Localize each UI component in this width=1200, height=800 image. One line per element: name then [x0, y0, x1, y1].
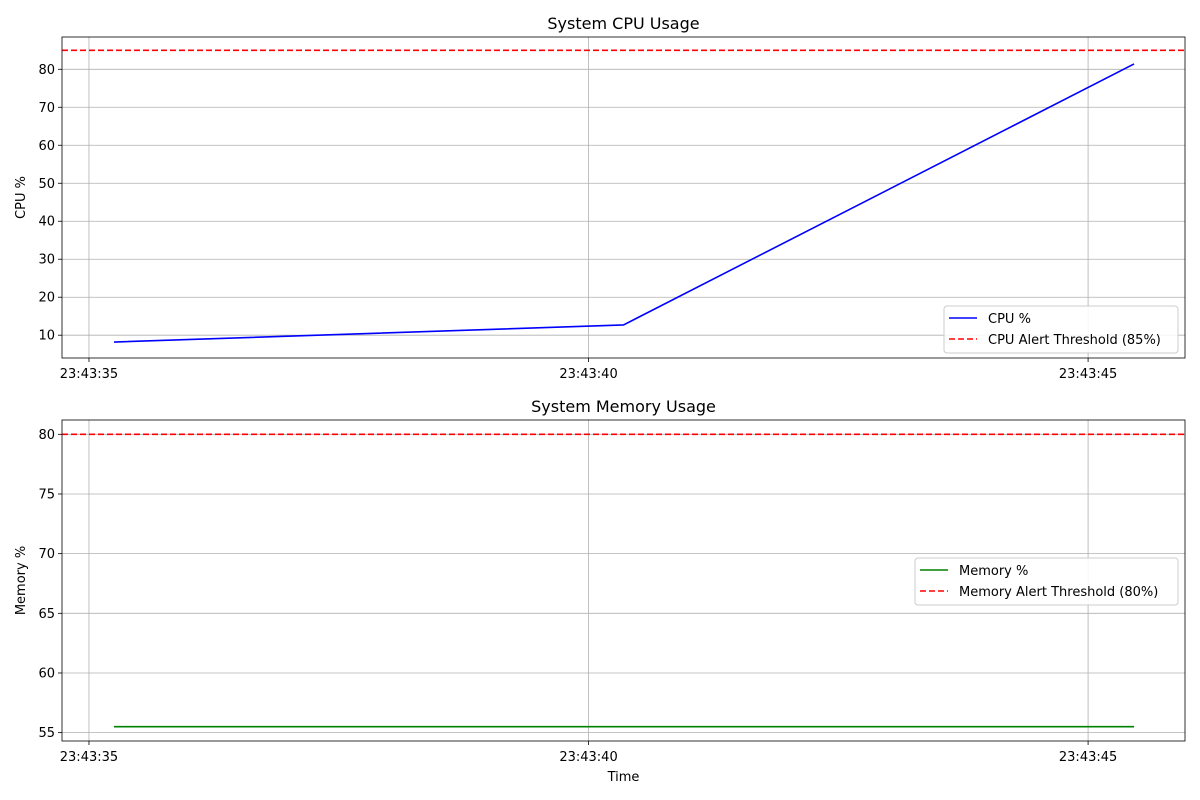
- x-tick-label: 23:43:40: [559, 750, 617, 765]
- y-axis-title: Memory %: [14, 546, 29, 615]
- y-tick-label: 50: [38, 177, 55, 192]
- y-tick-label: 40: [38, 215, 55, 230]
- legend: Memory % Memory Alert Threshold (80%): [914, 557, 1179, 606]
- legend-box: [943, 305, 1179, 354]
- legend-label: Memory Alert Threshold (80%): [959, 585, 1158, 600]
- y-tick-label: 65: [38, 607, 55, 622]
- x-axis-title: Time: [607, 770, 640, 785]
- x-tick-label: 23:43:35: [60, 367, 118, 382]
- legend-label: CPU %: [988, 312, 1031, 327]
- y-tick-label: 20: [38, 291, 55, 306]
- y-tick-label: 55: [38, 726, 55, 741]
- y-tick-label: 10: [38, 329, 55, 344]
- legend-box: [914, 557, 1179, 606]
- y-tick-label: 60: [38, 666, 55, 681]
- x-tick-label: 23:43:40: [559, 367, 617, 382]
- x-tick-label: 23:43:45: [1059, 367, 1117, 382]
- cpu-chart: 23:43:35 23:43:40 23:43:45 10 20 30 40 50 60 70 80…: [14, 14, 1186, 382]
- y-tick-label: 70: [38, 101, 55, 116]
- chart-title: System Memory Usage: [531, 397, 716, 416]
- y-tick-label: 80: [38, 428, 55, 443]
- x-tick-label: 23:43:35: [60, 750, 118, 765]
- legend-label: CPU Alert Threshold (85%): [988, 333, 1161, 348]
- y-tick-label: 80: [38, 63, 55, 78]
- plot-frame: [61, 36, 1186, 359]
- plot-frame: [61, 419, 1186, 742]
- y-tick-label: 75: [38, 487, 55, 502]
- legend-label: Memory %: [959, 564, 1028, 579]
- x-tick-label: 23:43:45: [1059, 750, 1117, 765]
- y-tick-label: 60: [38, 139, 55, 154]
- chart-title: System CPU Usage: [547, 14, 699, 33]
- y-tick-label: 30: [38, 253, 55, 268]
- y-tick-label: 70: [38, 547, 55, 562]
- memory-chart: 23:43:35 23:43:40 23:43:45 55 60 65 70 75 80 Syst…: [14, 397, 1186, 785]
- series-line-0: [113, 63, 1135, 343]
- legend: CPU % CPU Alert Threshold (85%): [943, 305, 1179, 354]
- y-axis-title: CPU %: [14, 176, 29, 219]
